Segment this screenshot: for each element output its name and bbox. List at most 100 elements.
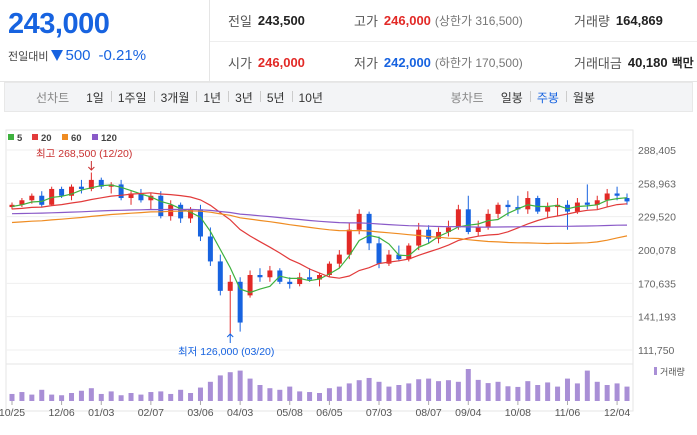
volume-bar [535, 385, 541, 401]
candle-body [287, 281, 293, 285]
ma5-line [11, 184, 628, 294]
candle-body [69, 186, 75, 196]
volume-bar [19, 392, 25, 401]
volume-bar [78, 390, 84, 401]
candle-body [148, 195, 154, 201]
candle-body [495, 204, 501, 214]
volume-bar [346, 383, 352, 401]
candle-body [128, 193, 134, 199]
candle-body [19, 200, 25, 205]
volume-bar [584, 370, 590, 401]
stat-key: 거래대금 [574, 55, 622, 71]
volume-bar [416, 379, 422, 401]
volume-bar [317, 393, 322, 401]
y-tick-label: 111,750 [638, 345, 675, 357]
change-percent: -0.21% [98, 47, 147, 64]
candle-body [188, 209, 194, 219]
volume-bar [455, 381, 461, 401]
stat-value: 246,000 [257, 54, 305, 70]
volume-bar [217, 375, 223, 401]
candle-period-button-0[interactable]: 일봉 [500, 90, 523, 105]
volume-bar [436, 381, 442, 401]
volume-bar [307, 392, 313, 401]
stock-chart[interactable]: 288,405 258,963 229,520 200,078 170,635 141,1… [0, 126, 697, 435]
volume-bar [247, 378, 253, 401]
volume-bar [98, 393, 104, 401]
stat-value: 40,180 [627, 54, 668, 70]
volume-bar [386, 386, 392, 401]
volume-bar [237, 370, 243, 401]
legend-swatch [32, 134, 38, 140]
x-tick-label: 11/06 [555, 407, 581, 419]
legend-swatch [8, 134, 14, 140]
line-period-button-4[interactable]: 3년 [228, 89, 260, 106]
volume-bar [485, 383, 491, 401]
x-tick-label: 12/04 [604, 407, 630, 419]
line-period-button-0[interactable]: 1일 [86, 90, 104, 105]
legend-label: 5 [17, 133, 23, 144]
quote-stats: 전일 243,500 고가 246,000 (상한가 316,500) 거래량 … [210, 0, 697, 82]
candle-body [88, 179, 94, 189]
volume-bar [227, 372, 233, 401]
candle-body [366, 213, 372, 244]
high-annotation: 최고 268,500 (12/20) [36, 148, 132, 160]
volume-bar [366, 377, 372, 401]
volume-legend-swatch [654, 367, 657, 375]
stat-key: 전일 [228, 14, 252, 29]
stat-low: 저가 242,000 (하한가 170,500) [336, 42, 556, 82]
candle-body [307, 277, 313, 280]
volume-bar [108, 391, 114, 401]
volume-bar [287, 386, 293, 401]
line-period-button-3[interactable]: 1년 [196, 89, 228, 106]
candle-body [326, 263, 332, 275]
candle-body [158, 195, 164, 217]
volume-bar [59, 395, 65, 401]
line-period-button-2[interactable]: 3개월 [153, 89, 197, 106]
low-annotation: 최저 126,000 (03/20) [178, 346, 274, 358]
volume-bar [525, 381, 531, 401]
candle-body [237, 281, 243, 323]
candle-period-button-1[interactable]: 주봉 [529, 89, 566, 106]
stat-sub: 백만 [671, 55, 694, 70]
candle-body [297, 277, 303, 285]
candle-period-group: 일봉 주봉 월봉 [494, 89, 602, 106]
volume-bar [148, 392, 154, 401]
y-tick-label: 141,193 [638, 312, 676, 324]
candle-body [445, 227, 451, 232]
stat-value: 164,869 [615, 13, 663, 28]
volume-bar [138, 394, 144, 401]
candle-body [386, 254, 392, 264]
candle-chart-label: 봉차트 [450, 90, 484, 105]
line-period-button-6[interactable]: 10년 [291, 89, 330, 106]
volume-bar [49, 394, 55, 401]
ma60-line [11, 210, 628, 245]
candle-body [505, 204, 511, 208]
candle-body [267, 270, 273, 278]
volume-bar [495, 381, 501, 401]
volume-bar [158, 391, 164, 401]
low-arrow-icon [226, 333, 234, 343]
stats-row-1: 전일 243,500 고가 246,000 (상한가 316,500) 거래량 … [210, 0, 697, 41]
x-tick-label: 06/05 [316, 407, 342, 419]
stat-key: 저가 [354, 55, 378, 71]
candle-body [346, 229, 352, 255]
stat-value: 243,500 [257, 13, 305, 28]
y-tick-label: 258,963 [638, 178, 676, 190]
volume-bar [445, 380, 451, 401]
candle-body [545, 207, 551, 212]
candle-body [614, 193, 620, 196]
candle-body [406, 245, 412, 260]
candle-period-button-2[interactable]: 월봉 [565, 89, 602, 106]
candle-body [535, 198, 541, 212]
candle-body [59, 188, 65, 196]
candle-body [336, 254, 342, 264]
volume-bar [604, 385, 610, 401]
x-tick-label: 04/03 [227, 407, 253, 419]
candle-body [168, 204, 174, 217]
x-tick-label: 10/25 [0, 407, 25, 419]
x-tick-label: 07/03 [366, 407, 392, 419]
line-period-button-1[interactable]: 1주일 [110, 89, 154, 106]
volume-bar [197, 387, 203, 401]
volume-bar [505, 386, 511, 401]
line-period-button-5[interactable]: 5년 [259, 89, 292, 106]
